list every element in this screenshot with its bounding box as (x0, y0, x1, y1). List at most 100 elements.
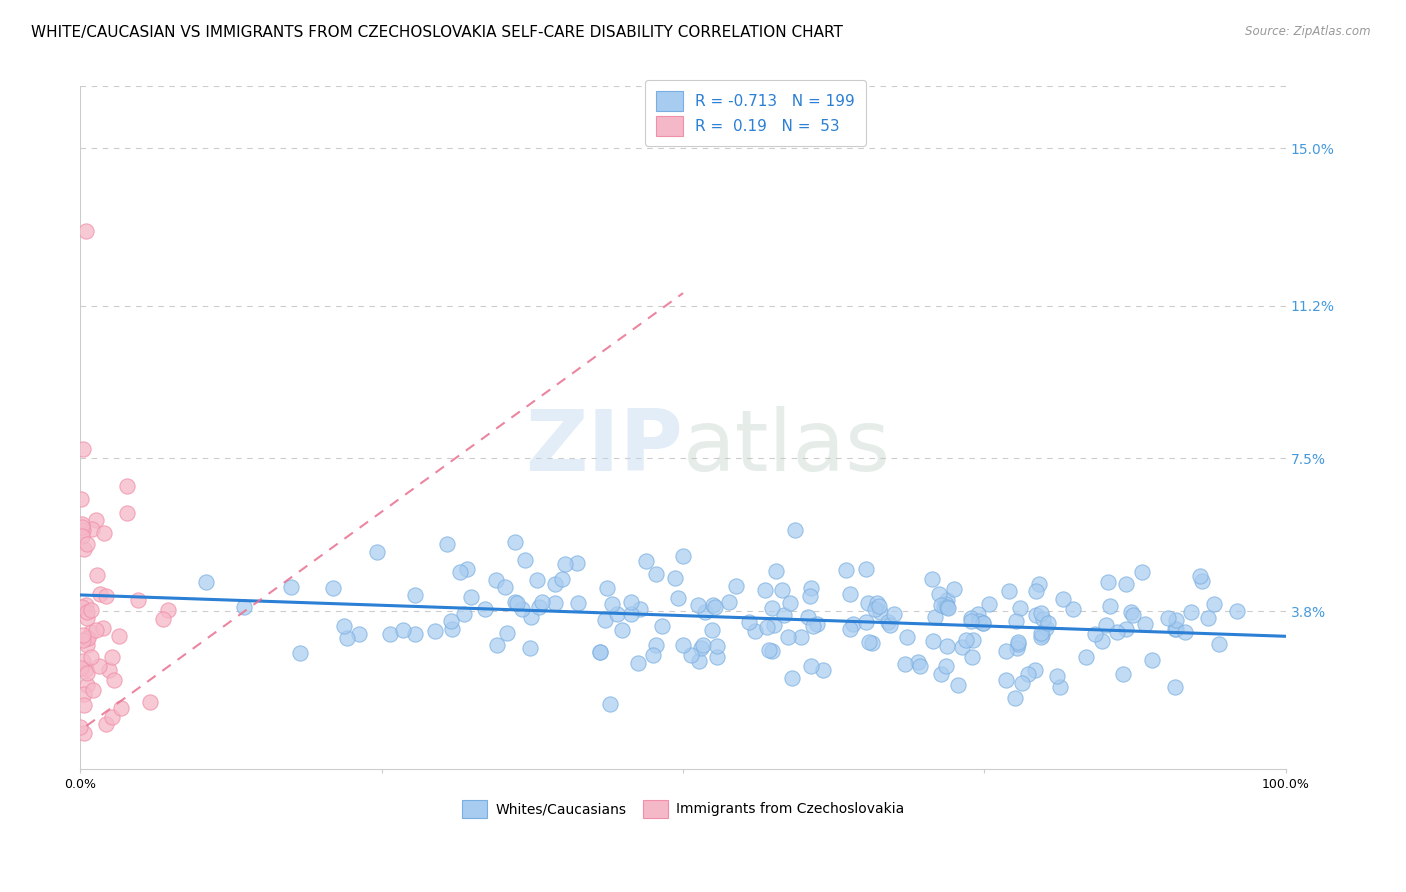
Point (1074, 649, 1097, 664)
Point (453, 607, 475, 622)
Point (855, 615, 877, 630)
Point (596, 582, 619, 596)
Point (620, 595, 643, 609)
Point (695, 605, 717, 619)
Point (530, 595, 553, 609)
Point (543, 596, 565, 610)
Point (763, 618, 786, 632)
Point (1025, 608, 1047, 623)
Point (526, 573, 548, 587)
Point (801, 619, 824, 633)
Point (404, 588, 426, 602)
Point (322, 581, 344, 595)
Point (780, 671, 803, 685)
Point (72, 442, 94, 456)
Point (527, 600, 550, 615)
Point (505, 534, 527, 549)
Point (908, 658, 931, 673)
Point (765, 564, 787, 578)
Point (1164, 613, 1187, 627)
Point (76, 631, 98, 645)
Point (70, 661, 93, 675)
Point (924, 609, 946, 624)
Point (80, 603, 103, 617)
Point (94, 589, 117, 603)
Point (1107, 625, 1129, 640)
Point (1115, 622, 1137, 636)
Point (606, 607, 628, 622)
Point (233, 600, 256, 615)
Point (883, 607, 905, 621)
Text: Source: ZipAtlas.com: Source: ZipAtlas.com (1246, 25, 1371, 38)
Point (72, 529, 94, 543)
Point (869, 599, 891, 613)
Point (1097, 574, 1119, 589)
Point (519, 641, 541, 656)
Point (1024, 663, 1046, 677)
Point (565, 556, 588, 570)
Point (554, 557, 576, 571)
Point (738, 615, 761, 629)
Point (628, 601, 651, 615)
Point (644, 567, 666, 582)
Point (485, 573, 508, 587)
Point (404, 626, 426, 640)
Point (1122, 608, 1144, 623)
Point (1036, 615, 1059, 630)
Point (1005, 640, 1028, 655)
Point (1049, 680, 1071, 694)
Point (1164, 622, 1187, 636)
Point (110, 701, 132, 715)
Point (460, 590, 482, 604)
Point (634, 554, 657, 568)
Point (1032, 612, 1054, 626)
Legend: Whites/Caucasians, Immigrants from Czechoslovakia: Whites/Caucasians, Immigrants from Czech… (456, 794, 910, 823)
Point (1111, 667, 1133, 681)
Point (896, 630, 918, 644)
Point (929, 667, 952, 681)
Point (858, 635, 880, 649)
Point (860, 636, 883, 650)
Point (69, 491, 91, 506)
Point (1046, 669, 1069, 683)
Point (967, 607, 990, 621)
Point (783, 524, 806, 538)
Point (672, 638, 695, 652)
Point (1004, 690, 1026, 705)
Point (972, 615, 994, 630)
Point (946, 678, 969, 692)
Point (651, 619, 673, 633)
Point (877, 615, 900, 630)
Point (101, 649, 124, 664)
Point (1189, 568, 1212, 582)
Point (1173, 624, 1195, 639)
Point (955, 633, 977, 648)
Point (436, 537, 458, 551)
Point (932, 599, 955, 614)
Point (800, 581, 823, 595)
Point (935, 597, 957, 611)
Point (1095, 618, 1118, 632)
Point (1208, 637, 1230, 651)
Point (503, 595, 526, 609)
Text: WHITE/CAUCASIAN VS IMMIGRANTS FROM CZECHOSLOVAKIA SELF-CARE DISABILITY CORRELATI: WHITE/CAUCASIAN VS IMMIGRANTS FROM CZECH… (31, 25, 842, 40)
Point (76, 537, 98, 551)
Point (1007, 637, 1029, 651)
Point (744, 624, 766, 638)
Point (589, 645, 612, 659)
Point (627, 656, 650, 670)
Point (997, 583, 1019, 598)
Point (1029, 626, 1052, 640)
Point (1035, 621, 1057, 635)
Point (1226, 604, 1249, 618)
Point (115, 479, 138, 493)
Point (921, 572, 943, 586)
Point (761, 600, 783, 615)
Point (1062, 602, 1084, 616)
Point (156, 602, 179, 616)
Point (1007, 634, 1029, 648)
Point (76, 611, 98, 625)
Point (612, 623, 634, 637)
Point (75, 598, 97, 612)
Point (589, 645, 612, 659)
